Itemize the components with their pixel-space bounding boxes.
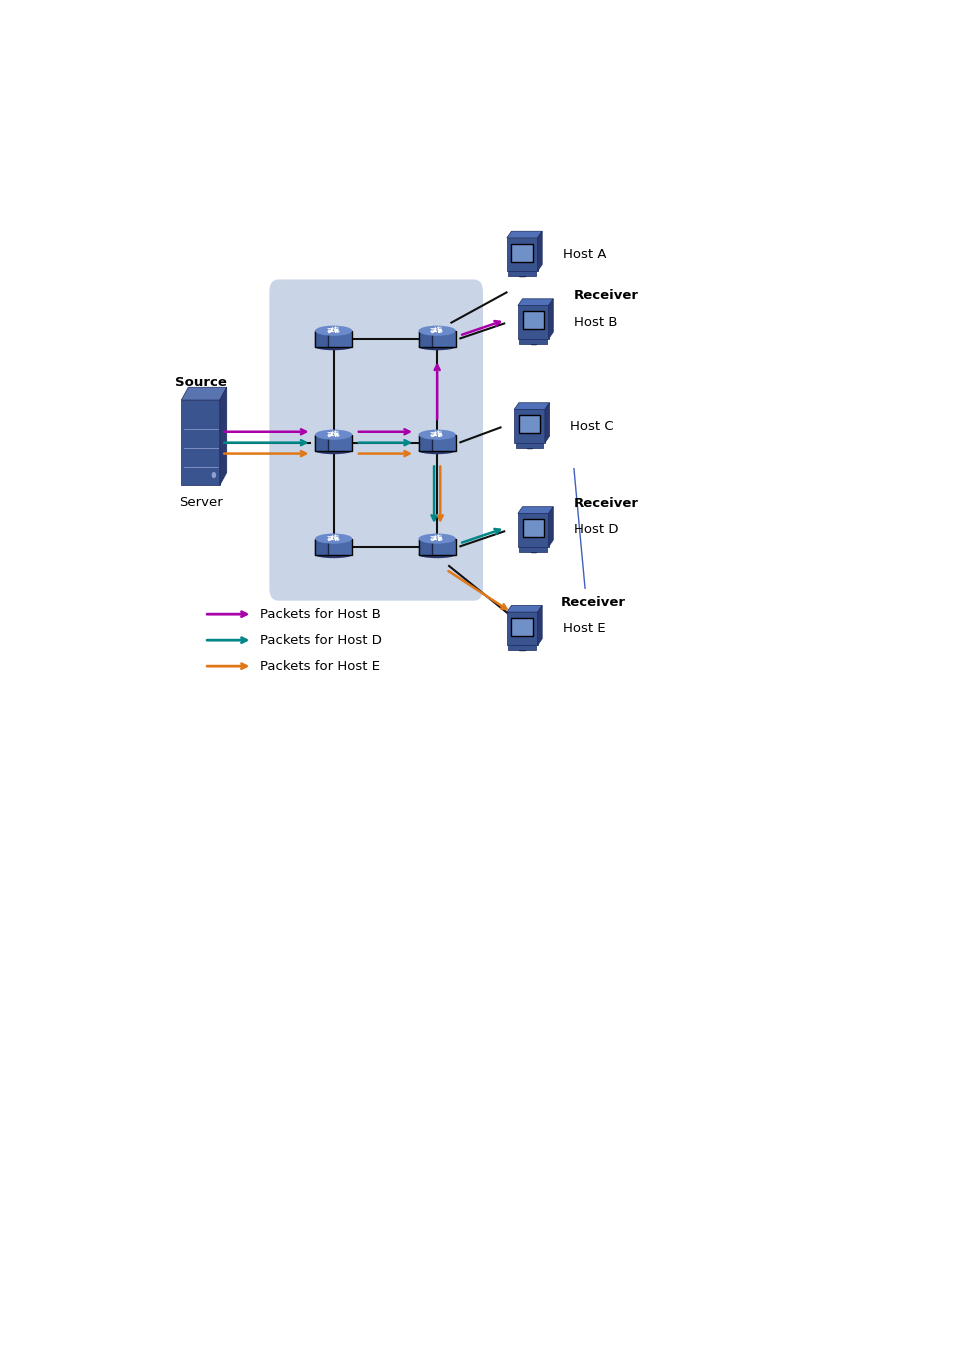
Ellipse shape — [314, 343, 352, 350]
Text: ⇄⇅: ⇄⇅ — [326, 535, 340, 544]
Text: Packets for Host E: Packets for Host E — [259, 660, 379, 672]
Ellipse shape — [418, 533, 456, 544]
Text: Packets for Host B: Packets for Host B — [259, 608, 380, 621]
Polygon shape — [544, 402, 549, 443]
Text: ⇄⇅: ⇄⇅ — [430, 431, 444, 440]
FancyBboxPatch shape — [517, 305, 548, 339]
Text: Receiver: Receiver — [574, 497, 639, 510]
FancyBboxPatch shape — [514, 409, 544, 443]
FancyBboxPatch shape — [518, 339, 547, 344]
Polygon shape — [181, 387, 227, 400]
FancyBboxPatch shape — [522, 518, 543, 537]
FancyBboxPatch shape — [511, 618, 533, 636]
FancyBboxPatch shape — [518, 414, 539, 433]
Text: Host B: Host B — [574, 316, 617, 328]
FancyBboxPatch shape — [526, 444, 532, 448]
Text: Host D: Host D — [574, 524, 618, 536]
Polygon shape — [548, 298, 553, 339]
FancyBboxPatch shape — [314, 435, 328, 451]
FancyBboxPatch shape — [418, 539, 431, 555]
FancyBboxPatch shape — [522, 310, 543, 329]
Text: Source: Source — [174, 375, 226, 389]
FancyBboxPatch shape — [530, 340, 536, 344]
Ellipse shape — [418, 343, 456, 350]
Ellipse shape — [314, 325, 352, 336]
Polygon shape — [506, 231, 541, 238]
FancyBboxPatch shape — [418, 435, 456, 451]
Circle shape — [212, 472, 216, 478]
FancyBboxPatch shape — [314, 331, 328, 347]
Text: Receiver: Receiver — [574, 289, 639, 302]
Ellipse shape — [418, 447, 456, 454]
Polygon shape — [537, 231, 541, 271]
Ellipse shape — [418, 551, 456, 558]
Polygon shape — [517, 506, 553, 513]
Polygon shape — [219, 387, 227, 485]
Ellipse shape — [314, 551, 352, 558]
Text: Host E: Host E — [562, 622, 605, 636]
FancyBboxPatch shape — [530, 548, 536, 552]
Text: ⇄⇅: ⇄⇅ — [326, 431, 340, 440]
FancyBboxPatch shape — [516, 443, 543, 448]
Text: ⇄⇅: ⇄⇅ — [326, 327, 340, 336]
Ellipse shape — [418, 429, 456, 440]
Text: Host A: Host A — [562, 248, 606, 261]
Ellipse shape — [314, 429, 352, 440]
Text: Server: Server — [178, 497, 222, 509]
Text: ⇄⇅: ⇄⇅ — [430, 535, 444, 544]
FancyBboxPatch shape — [314, 539, 352, 555]
Polygon shape — [514, 402, 549, 409]
FancyBboxPatch shape — [511, 243, 533, 262]
Polygon shape — [506, 605, 541, 612]
Polygon shape — [537, 605, 541, 645]
Text: ⇄⇅: ⇄⇅ — [430, 327, 444, 336]
FancyBboxPatch shape — [314, 539, 328, 555]
FancyBboxPatch shape — [269, 279, 482, 601]
Ellipse shape — [418, 325, 456, 336]
FancyBboxPatch shape — [314, 331, 352, 347]
FancyBboxPatch shape — [518, 647, 524, 651]
Polygon shape — [517, 298, 553, 305]
FancyBboxPatch shape — [506, 612, 537, 645]
FancyBboxPatch shape — [506, 238, 537, 271]
FancyBboxPatch shape — [181, 400, 219, 485]
FancyBboxPatch shape — [418, 539, 456, 555]
FancyBboxPatch shape — [508, 645, 536, 651]
Ellipse shape — [314, 447, 352, 454]
Text: Host C: Host C — [570, 420, 613, 432]
FancyBboxPatch shape — [518, 547, 547, 552]
FancyBboxPatch shape — [517, 513, 548, 547]
Text: Receiver: Receiver — [560, 595, 625, 609]
FancyBboxPatch shape — [418, 331, 431, 347]
FancyBboxPatch shape — [314, 435, 352, 451]
FancyBboxPatch shape — [418, 435, 431, 451]
FancyBboxPatch shape — [508, 271, 536, 277]
FancyBboxPatch shape — [518, 273, 524, 277]
Polygon shape — [548, 506, 553, 547]
Text: Packets for Host D: Packets for Host D — [259, 633, 381, 647]
FancyBboxPatch shape — [418, 331, 456, 347]
Ellipse shape — [314, 533, 352, 544]
